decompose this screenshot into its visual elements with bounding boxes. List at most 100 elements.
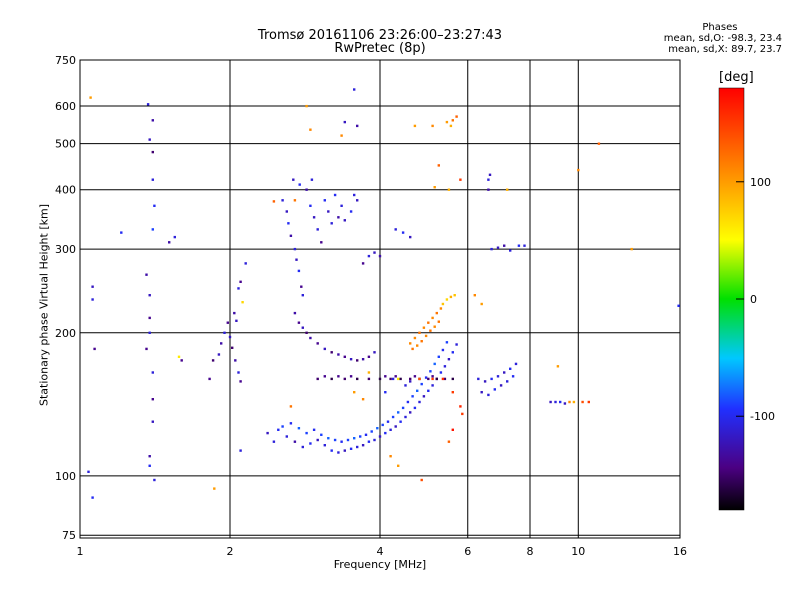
data-point	[293, 247, 297, 251]
data-point	[556, 365, 560, 368]
data-point	[449, 295, 453, 299]
data-point	[431, 384, 434, 387]
data-point	[281, 199, 284, 202]
data-point	[499, 384, 503, 387]
data-point	[305, 104, 308, 108]
data-point	[409, 342, 412, 345]
data-point	[572, 400, 576, 404]
data-point	[91, 496, 94, 499]
data-point	[453, 294, 456, 297]
data-point	[297, 427, 301, 430]
data-point	[244, 262, 247, 265]
data-point	[289, 422, 293, 425]
data-point	[483, 380, 487, 383]
data-point	[433, 362, 436, 366]
data-point	[293, 311, 297, 315]
data-point	[401, 406, 405, 410]
data-point	[349, 375, 353, 378]
x-tick-label: 8	[527, 545, 534, 558]
data-point	[300, 285, 303, 288]
phase-stats-title: Phases	[702, 22, 738, 33]
data-point	[356, 445, 359, 449]
axis-ticks: 1 2 4 6 8 10 16 75 100 200 300 400 500 600 750	[55, 54, 687, 558]
data-point	[378, 377, 382, 381]
data-point	[292, 178, 295, 181]
data-point	[420, 382, 423, 386]
data-point	[333, 193, 337, 197]
data-point	[337, 353, 340, 356]
data-point	[445, 298, 449, 301]
data-point	[506, 188, 509, 191]
data-point	[359, 435, 362, 438]
data-point	[120, 231, 123, 234]
data-point	[293, 199, 297, 202]
y-tick-label: 200	[55, 327, 76, 340]
data-point	[361, 444, 365, 447]
data-point	[91, 298, 94, 301]
data-point	[422, 395, 426, 398]
data-point	[323, 199, 326, 202]
data-point	[389, 455, 392, 458]
data-point	[455, 115, 458, 118]
data-point	[91, 285, 94, 288]
data-point	[441, 377, 445, 381]
data-point	[413, 375, 417, 378]
data-point	[173, 235, 176, 239]
data-point	[361, 398, 365, 401]
data-point	[496, 246, 500, 249]
data-point	[316, 228, 319, 231]
data-point	[455, 343, 458, 346]
data-point	[397, 464, 400, 467]
data-point	[404, 384, 407, 387]
data-point	[378, 254, 382, 258]
colorbar-label: [deg]	[719, 70, 754, 85]
data-point	[503, 371, 506, 374]
data-point	[148, 138, 151, 141]
data-point	[413, 336, 417, 340]
data-point	[435, 377, 438, 381]
data-point	[506, 380, 509, 383]
data-point	[477, 377, 480, 381]
data-point	[356, 359, 359, 362]
data-point	[298, 183, 301, 186]
data-point	[272, 200, 276, 203]
data-point	[89, 96, 92, 99]
data-point	[399, 420, 402, 423]
data-points	[87, 88, 680, 499]
data-point	[549, 400, 552, 404]
data-point	[487, 178, 490, 181]
data-point	[239, 449, 242, 452]
data-point	[427, 389, 430, 392]
data-point	[554, 400, 557, 404]
data-point	[309, 204, 312, 207]
data-point	[461, 412, 464, 416]
data-point	[305, 188, 308, 191]
data-point	[327, 437, 330, 440]
data-point	[443, 365, 447, 368]
data-point	[293, 440, 297, 443]
data-point	[431, 124, 434, 128]
data-point	[151, 228, 154, 231]
data-point	[449, 124, 453, 128]
data-point	[373, 251, 376, 254]
phase-stats-o: mean, sd,O: -98.3, 23.4	[663, 33, 782, 44]
data-point	[148, 331, 151, 334]
data-point	[397, 377, 400, 381]
data-point	[220, 342, 223, 345]
data-point	[287, 222, 290, 225]
data-point	[337, 216, 340, 219]
data-point	[445, 341, 449, 344]
data-point	[577, 168, 580, 172]
data-point	[416, 389, 419, 392]
data-point	[323, 347, 326, 351]
data-point	[151, 150, 154, 154]
data-point	[427, 321, 430, 324]
data-point	[433, 325, 436, 328]
data-point	[391, 415, 395, 419]
data-point	[237, 287, 240, 290]
data-point	[148, 464, 151, 467]
data-point	[568, 400, 571, 404]
data-point	[330, 377, 333, 381]
data-point	[316, 342, 319, 345]
data-point	[389, 428, 392, 431]
